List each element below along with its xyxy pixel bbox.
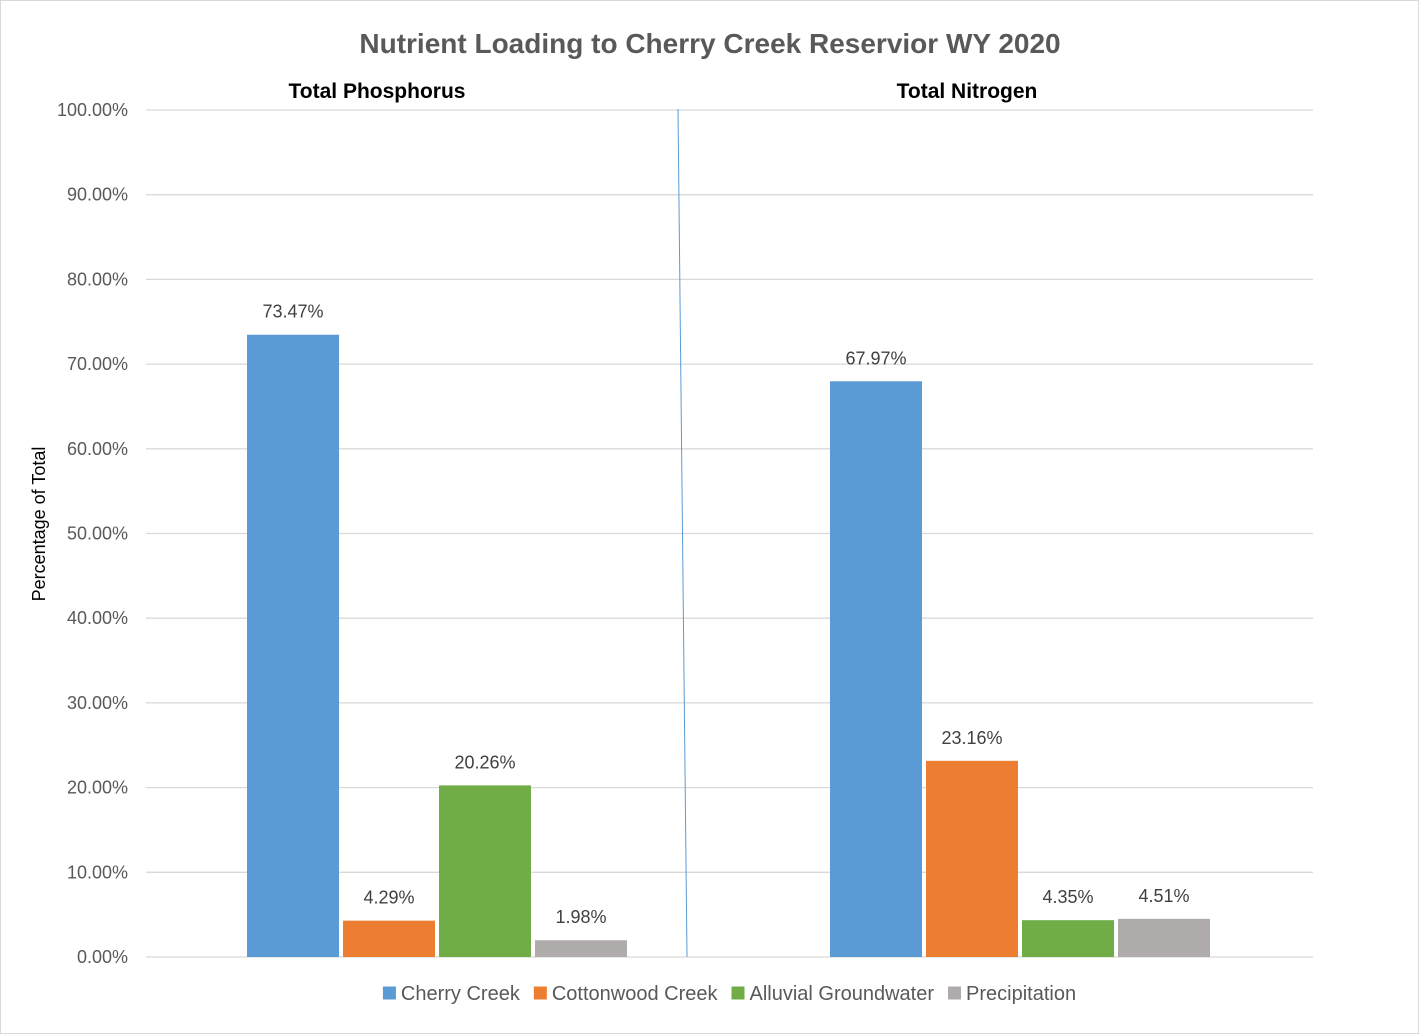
group-title-phosphorus: Total Phosphorus (289, 80, 466, 103)
legend-item: Cottonwood Creek (533, 983, 719, 1005)
y-tick-label: 10.00% (67, 862, 128, 882)
y-tick-label: 100.00% (57, 100, 128, 120)
legend-label: Alluvial Groundwater (749, 983, 934, 1005)
y-tick-label: 80.00% (67, 269, 128, 289)
y-tick-label: 30.00% (67, 693, 128, 713)
bar-alluvial-groundwater (1022, 920, 1114, 957)
y-axis-title: Percentage of Total (29, 447, 49, 602)
bar-precipitation (535, 940, 627, 957)
data-label: 4.29% (363, 888, 414, 908)
y-tick-label: 40.00% (67, 608, 128, 628)
y-tick-label: 20.00% (67, 778, 128, 798)
chart-title: Nutrient Loading to Cherry Creek Reservi… (359, 28, 1060, 59)
legend-swatch (382, 986, 396, 1000)
data-label: 4.35% (1042, 887, 1093, 907)
legend-swatch (948, 986, 962, 1000)
data-label: 23.16% (941, 728, 1002, 748)
gridlines (146, 109, 1313, 958)
group-divider-line (677, 108, 688, 958)
legend-swatch (533, 986, 547, 1000)
y-tick-label: 0.00% (77, 947, 128, 967)
data-label: 1.98% (555, 907, 606, 927)
bars (247, 334, 1210, 958)
bar-cottonwood-creek (926, 760, 1018, 957)
y-axis-ticks: 0.00% 10.00% 20.00% 30.00% 40.00% 50.00% 60.00… (57, 100, 128, 967)
legend-item: Cherry Creek (382, 983, 521, 1005)
y-tick-label: 60.00% (67, 439, 128, 459)
y-tick-label: 50.00% (67, 524, 128, 544)
legend-item: Precipitation (948, 983, 1076, 1005)
data-label: 67.97% (845, 348, 906, 368)
data-labels: 73.47% 4.29% 20.26% 1.98% 67.97% 23.16% 4.35% 4… (262, 302, 1189, 928)
legend: Cherry Creek Cottonwood Creek Alluvial Gro… (382, 983, 1076, 1005)
bar-alluvial-groundwater (439, 785, 531, 957)
bar-cottonwood-creek (343, 920, 435, 957)
group-title-nitrogen: Total Nitrogen (897, 80, 1038, 103)
legend-swatch (731, 986, 745, 1000)
bar-precipitation (1118, 918, 1210, 957)
data-label: 73.47% (262, 302, 323, 322)
legend-label: Cherry Creek (401, 983, 521, 1005)
legend-item: Alluvial Groundwater (731, 983, 934, 1005)
data-label: 4.51% (1138, 886, 1189, 906)
y-tick-label: 70.00% (67, 354, 128, 374)
bar-cherry-creek (247, 334, 339, 957)
bar-cherry-creek (830, 381, 922, 958)
data-label: 20.26% (454, 752, 515, 772)
y-tick-label: 90.00% (67, 185, 128, 205)
legend-label: Precipitation (966, 983, 1076, 1005)
legend-label: Cottonwood Creek (552, 983, 719, 1005)
